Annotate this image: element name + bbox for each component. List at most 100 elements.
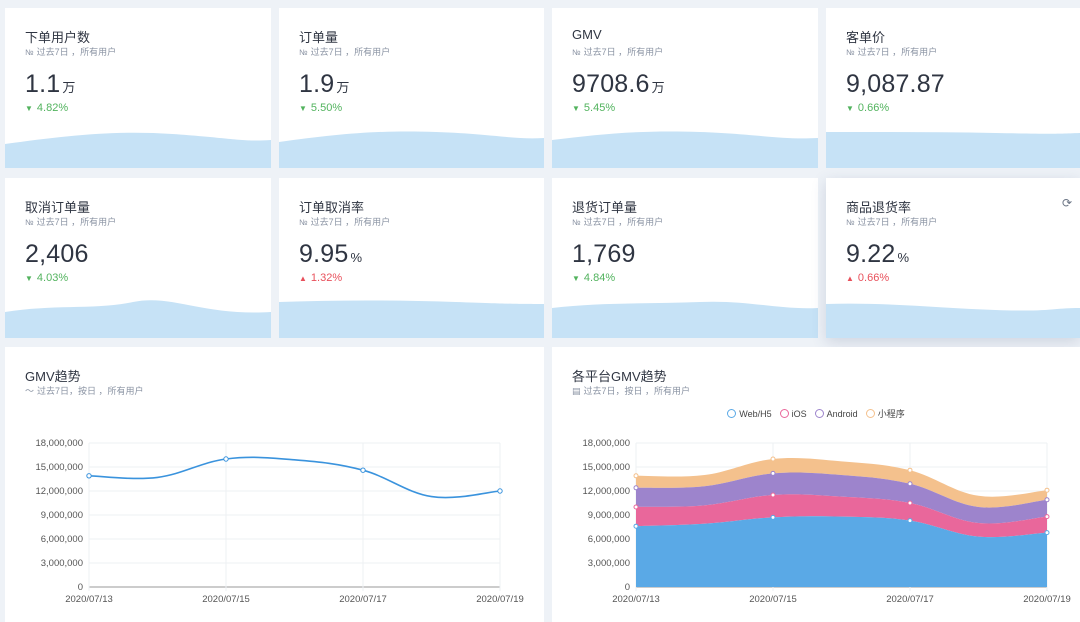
gmv-ytick-label: 18,000,000 [35,438,83,449]
platform-data-point [770,470,776,476]
kpi-subtitle: № 过去7日 ，所有用户 [299,47,391,57]
kpi-title: GMV [572,27,602,42]
platform-gmv-title: 各平台GMV趋势 [572,369,667,384]
platform-data-point [1044,497,1050,503]
triangle-down-icon: ▼ [572,104,580,113]
platform-data-point [907,518,913,524]
platform-data-point [770,456,776,462]
kpi-subtitle: № 过去7日 ，所有用户 [572,47,664,57]
kpi-card-3[interactable]: GMV № 过去7日 ，所有用户 9708.6 万 ▼ 5.45% [552,8,818,168]
kpi-sparkline-wave [552,131,818,168]
triangle-down-icon: ▼ [25,104,33,113]
platform-xtick-label: 2020/07/13 [612,594,660,605]
kpi-card-5[interactable]: 取消订单量 № 过去7日 ，所有用户 2,406 ▼ 4.03% [5,178,271,338]
triangle-up-icon: ▲ [846,274,854,283]
kpi-card-1[interactable]: 下单用户数 № 过去7日 ，所有用户 1.1 万 ▼ 4.82% [5,8,271,168]
kpi-value: 2,406 [25,240,89,268]
platform-area- [636,458,1047,508]
kpi-title: 订单量 [299,30,339,45]
kpi-sparkline-wave [5,300,271,338]
legend-marker-icon [865,409,875,418]
legend-marker-icon [779,409,789,418]
platform-gmv-card: 各平台GMV趋势 ▤ 过去7日，按日 ，所有用户 Web/H5 iOS Android… [552,347,1080,622]
kpi-subtitle: № 过去7日 ，所有用户 [299,217,391,227]
platform-ytick-label: 15,000,000 [582,462,630,473]
gmv-ytick-label: 15,000,000 [35,462,83,473]
gmv-data-point [86,473,92,479]
kpi-change: ▼ 4.82% [25,102,69,114]
legend-item[interactable]: Web/H5 [727,409,772,419]
legend-item[interactable]: iOS [779,409,807,419]
legend-label: 小程序 [877,409,905,419]
kpi-card-6[interactable]: 订单取消率 № 过去7日 ，所有用户 9.95% ▲ 1.32% [279,178,544,338]
platform-area-iOS [636,494,1047,538]
platform-data-point [633,473,639,479]
kpi-unit: 万 [336,80,350,95]
platform-ytick-label: 18,000,000 [582,438,630,449]
gmv-trend-card: GMV趋势 〜过去7日，按日 ，所有用户 0 3,000,000 6,000,000… [5,347,544,622]
platform-data-point [1044,514,1050,520]
kpi-subtitle: № 过去7日 ，所有用户 [572,217,664,227]
legend-label: iOS [791,409,807,419]
kpi-card-8[interactable]: 商品退货率 № 过去7日 ，所有用户 9.22% ▲ 0.66% ⟳ [826,178,1080,338]
number-icon: № [846,218,855,227]
gmv-xtick-label: 2020/07/17 [339,594,387,605]
legend-marker-icon [814,409,824,418]
kpi-subtitle: № 过去7日 ，所有用户 [846,47,938,57]
kpi-value: 1,769 [572,240,636,268]
number-icon: № [299,48,308,57]
gmv-data-point [360,467,366,473]
kpi-subtitle: № 过去7日 ，所有用户 [25,47,117,57]
triangle-down-icon: ▼ [299,104,307,113]
line-chart-icon: 〜 [25,386,35,396]
gmv-xtick-label: 2020/07/15 [202,594,250,605]
kpi-sparkline-wave [5,132,271,168]
kpi-unit: % [350,250,363,265]
kpi-card-4[interactable]: 客单价 № 过去7日 ，所有用户 9,087.87 ▼ 0.66% [826,8,1080,168]
legend-item[interactable]: Android [814,409,858,419]
legend-item[interactable]: 小程序 [865,409,905,419]
platform-ytick-label: 3,000,000 [588,558,630,569]
platform-data-point [907,481,913,487]
platform-xtick-label: 2020/07/17 [886,594,934,605]
refresh-icon[interactable]: ⟳ [1061,196,1072,210]
platform-xtick-label: 2020/07/19 [1023,594,1071,605]
kpi-sparkline-wave [826,303,1080,338]
gmv-line-chart[interactable]: 0 3,000,000 6,000,000 9,000,000 12,000,000 15… [5,347,544,622]
triangle-down-icon: ▼ [846,104,854,113]
stack-chart-icon: ▤ [572,386,581,396]
platform-ytick-label: 0 [625,582,630,593]
platform-area-WebH5 [636,516,1047,587]
legend-label: Web/H5 [739,409,772,419]
gmv-data-point [223,456,229,462]
platform-gmv-subtitle: ▤ 过去7日，按日 ，所有用户 [572,386,691,396]
kpi-card-7[interactable]: 退货订单量 № 过去7日 ，所有用户 1,769 ▼ 4.84% [552,178,818,338]
kpi-value: 9.95% [299,240,363,268]
kpi-change: ▼ 0.66% [846,102,890,114]
triangle-up-icon: ▲ [299,274,307,283]
kpi-subtitle: № 过去7日 ，所有用户 [25,217,117,227]
triangle-down-icon: ▼ [572,274,580,283]
platform-area-chart[interactable]: 0 3,000,000 6,000,000 9,000,000 12,000,000 15… [552,347,1080,622]
number-icon: № [572,218,581,227]
kpi-title: 客单价 [846,30,886,45]
platform-ytick-label: 9,000,000 [588,510,630,521]
platform-legend: Web/H5 iOS Android 小程序 [552,407,1080,420]
kpi-value: 9.22% [846,240,910,268]
kpi-unit: 万 [651,80,665,95]
platform-xtick-label: 2020/07/15 [749,594,797,605]
kpi-title: 下单用户数 [25,30,91,45]
gmv-xtick-label: 2020/07/19 [476,594,524,605]
kpi-change: ▼ 4.84% [572,272,616,284]
kpi-value: 9708.6 万 [572,70,665,98]
kpi-card-2[interactable]: 订单量 № 过去7日 ，所有用户 1.9 万 ▼ 5.50% [279,8,544,168]
platform-data-point [770,514,776,520]
kpi-value: 1.9 万 [299,70,350,98]
kpi-sparkline-wave [552,301,818,338]
legend-label: Android [826,409,858,419]
kpi-title: 商品退货率 [846,200,912,215]
gmv-trend-title: GMV趋势 [25,369,81,384]
platform-data-point [1044,487,1050,493]
gmv-trend-subtitle: 〜过去7日，按日 ，所有用户 [25,386,144,396]
platform-ytick-label: 6,000,000 [588,534,630,545]
